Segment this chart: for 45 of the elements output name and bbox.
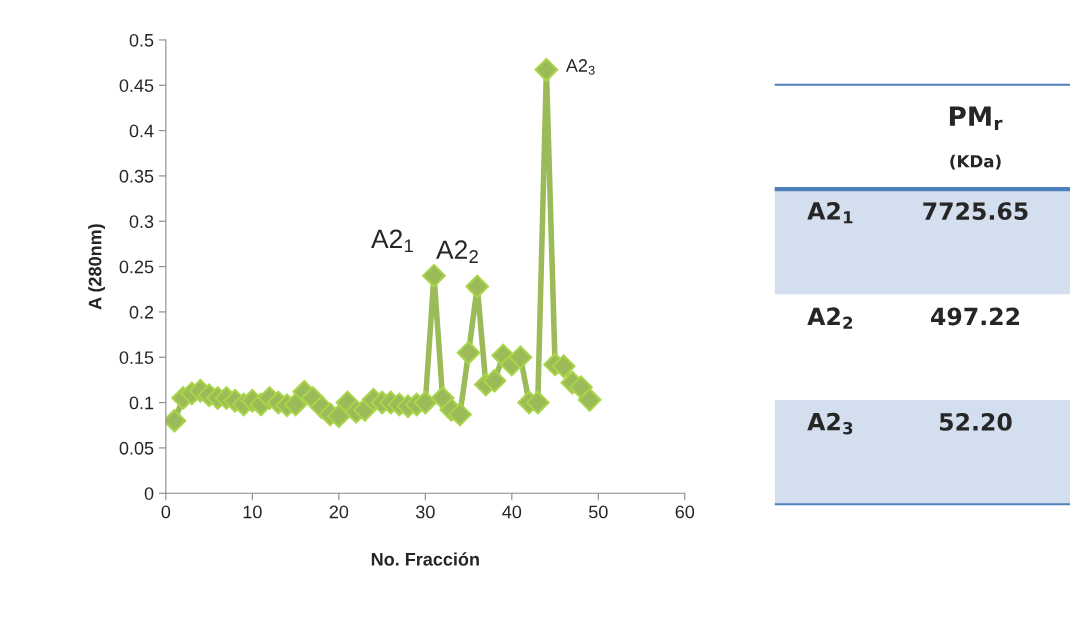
category-label: A2$_{3}$ (807, 412, 853, 435)
x-axis-title: No. Fracción (371, 552, 479, 566)
y-tick-label: 0.25 (119, 260, 154, 274)
y-tick-label: 0.4 (129, 124, 154, 138)
y-tick-label: 0.5 (129, 33, 154, 47)
point (456, 340, 481, 365)
y-tick-label: 0.3 (129, 215, 154, 228)
x-tick-label: 20 (329, 505, 349, 519)
x-tick-label: 60 (675, 505, 695, 519)
category-label: A2$_{1}$ (807, 201, 853, 224)
point (508, 345, 533, 370)
point (525, 390, 550, 415)
x-tick-label: 0 (161, 505, 171, 519)
point (283, 392, 308, 417)
y-tick-label: 0.35 (119, 169, 154, 183)
text: 7725.65 (923, 202, 1028, 221)
category-label: A2$_{2}$ (807, 307, 853, 329)
x-tick-label: 30 (415, 505, 435, 519)
text: 52.20 (939, 412, 1012, 431)
y-axis-title: A (280nm) (88, 224, 106, 310)
point (413, 390, 438, 415)
annotation: A2$_{3}$ (565, 59, 595, 75)
annotation: A2$_{2}$ (436, 240, 478, 263)
text: (KDa) (950, 154, 1001, 170)
y-tick-label: 0 (144, 487, 154, 500)
text: 497.22 (931, 307, 1019, 326)
text: PM$_{r}$ (949, 106, 1003, 131)
point (482, 368, 507, 393)
point (534, 58, 559, 82)
y-tick-label: 0.45 (119, 79, 154, 92)
point (569, 375, 593, 400)
point (465, 274, 490, 299)
annotation: A2$_{1}$ (371, 229, 413, 253)
x-tick-label: 10 (243, 505, 262, 519)
y-tick-label: 0.05 (119, 441, 154, 455)
point (577, 388, 602, 412)
x-tick-label: 40 (502, 505, 522, 519)
point (422, 263, 446, 288)
point (448, 402, 472, 427)
y-tick-label: 0.2 (129, 305, 154, 319)
y-tick-label: 0.1 (129, 396, 154, 410)
y-tick-label: 0.15 (119, 351, 154, 364)
point (551, 354, 576, 379)
x-tick-label: 50 (588, 505, 608, 519)
point (326, 404, 351, 429)
